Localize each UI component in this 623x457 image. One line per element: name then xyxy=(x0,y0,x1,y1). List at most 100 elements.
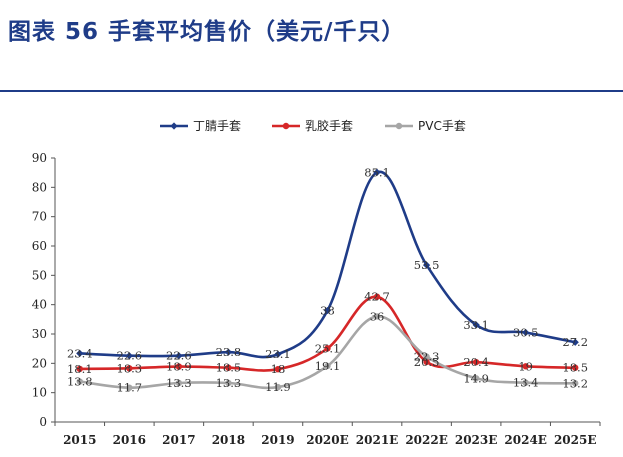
data-point xyxy=(126,365,133,372)
legend-swatch-marker xyxy=(282,122,290,130)
data-label: 13.3 xyxy=(166,376,192,390)
axes: 0 10 20 30 40 50 60 70 80 90 2015 2016 2017 2018 2019 2… xyxy=(32,151,601,447)
data-point xyxy=(175,352,183,360)
x-tick-label: 2017 xyxy=(162,433,195,447)
data-label: 14.9 xyxy=(463,371,489,385)
legend-swatch-marker xyxy=(395,122,403,130)
data-point xyxy=(472,358,480,366)
series-layer xyxy=(76,168,579,391)
y-tick-label: 40 xyxy=(32,298,47,312)
legend-item-2: 乳胶手套 xyxy=(272,118,353,133)
data-label: 36 xyxy=(370,309,385,323)
x-tick-label: 2018 xyxy=(212,433,245,447)
y-tick-label: 20 xyxy=(32,356,47,370)
x-tick-label: 2021E xyxy=(356,433,399,447)
data-point xyxy=(126,384,133,391)
series-3 xyxy=(76,313,579,391)
data-point xyxy=(472,375,480,382)
x-tick-label: 2024E xyxy=(504,433,547,447)
data-label: 23.4 xyxy=(67,346,93,360)
data-label: 18.5 xyxy=(216,361,242,375)
data-point xyxy=(423,353,430,360)
x-tick-label: 2025E xyxy=(554,433,597,447)
series-line xyxy=(79,170,576,359)
data-label: 11.7 xyxy=(117,381,143,395)
x-tick-label: 2019 xyxy=(261,433,294,447)
data-point xyxy=(323,306,332,315)
y-tick-label: 60 xyxy=(32,239,47,253)
legend-label: PVC手套 xyxy=(418,119,466,133)
data-label: 30.5 xyxy=(513,326,539,340)
y-tick-label: 10 xyxy=(32,386,47,400)
data-label: 19.1 xyxy=(315,359,341,373)
data-point xyxy=(274,383,282,391)
data-label: 25.1 xyxy=(315,341,341,355)
y-tick-label: 70 xyxy=(32,210,47,224)
data-point xyxy=(224,348,233,356)
data-point xyxy=(522,363,529,370)
data-point xyxy=(422,261,431,269)
data-point xyxy=(125,352,133,360)
x-tick-label: 2020E xyxy=(306,433,349,447)
data-point xyxy=(373,168,381,176)
data-label: 18.1 xyxy=(67,362,93,376)
data-point xyxy=(572,364,579,371)
legend-swatch-marker xyxy=(170,122,178,130)
data-label: 27.2 xyxy=(562,335,588,349)
data-label: 19 xyxy=(518,359,533,373)
data-label: 18 xyxy=(271,362,286,376)
legend-item-3: PVC手套 xyxy=(385,119,466,133)
y-tick-label: 50 xyxy=(32,268,47,282)
y-tick-label: 30 xyxy=(32,327,47,341)
data-label: 13.2 xyxy=(562,376,588,390)
data-label: 18.5 xyxy=(562,361,588,375)
y-tick-label: 80 xyxy=(32,180,47,194)
x-tick-label: 2015 xyxy=(63,433,96,447)
data-label: 23.1 xyxy=(265,347,291,361)
data-label: 13.3 xyxy=(216,376,242,390)
data-label: 85.1 xyxy=(364,165,390,179)
legend-label: 乳胶手套 xyxy=(305,118,353,133)
data-point xyxy=(572,380,579,387)
title-bar: 图表 56 手套平均售价（美元/千只） xyxy=(0,0,623,58)
y-tick-label: 0 xyxy=(39,415,47,429)
data-point xyxy=(324,362,331,370)
data-point xyxy=(175,363,183,370)
data-point xyxy=(225,364,232,371)
data-point xyxy=(76,349,84,357)
data-point xyxy=(571,338,579,346)
data-label: 18.3 xyxy=(117,361,143,375)
data-point xyxy=(324,345,331,352)
data-label: 20.5 xyxy=(414,355,440,369)
x-tick-label: 2016 xyxy=(113,433,146,447)
data-point xyxy=(175,379,183,387)
legend-label: 丁腈手套 xyxy=(193,119,241,133)
series-line xyxy=(79,295,576,372)
data-point xyxy=(76,365,83,373)
data-point xyxy=(373,293,381,300)
data-point xyxy=(274,350,282,358)
data-point xyxy=(76,378,83,385)
data-label: 42.7 xyxy=(364,290,390,304)
data-label: 20.4 xyxy=(463,355,489,369)
data-label: 22.6 xyxy=(166,349,192,363)
data-label: 13.8 xyxy=(67,375,93,389)
title-divider xyxy=(0,90,623,92)
legend: 丁腈手套 乳胶手套 PVC手套 xyxy=(160,118,466,133)
data-label: 22.6 xyxy=(117,349,143,363)
data-label: 23.8 xyxy=(216,345,242,359)
x-tick-label: 2022E xyxy=(405,433,448,447)
series-1 xyxy=(76,168,579,360)
data-label: 22.3 xyxy=(414,350,440,364)
data-label: 38 xyxy=(320,304,335,318)
chart-title: 图表 56 手套平均售价（美元/千只） xyxy=(8,19,406,45)
data-point xyxy=(225,379,232,387)
data-label: 11.9 xyxy=(265,380,291,394)
data-label: 13.4 xyxy=(513,376,539,390)
data-label: 33.1 xyxy=(463,318,489,332)
data-point xyxy=(373,313,381,320)
y-tick-label: 90 xyxy=(32,151,47,165)
series-2 xyxy=(76,293,579,373)
